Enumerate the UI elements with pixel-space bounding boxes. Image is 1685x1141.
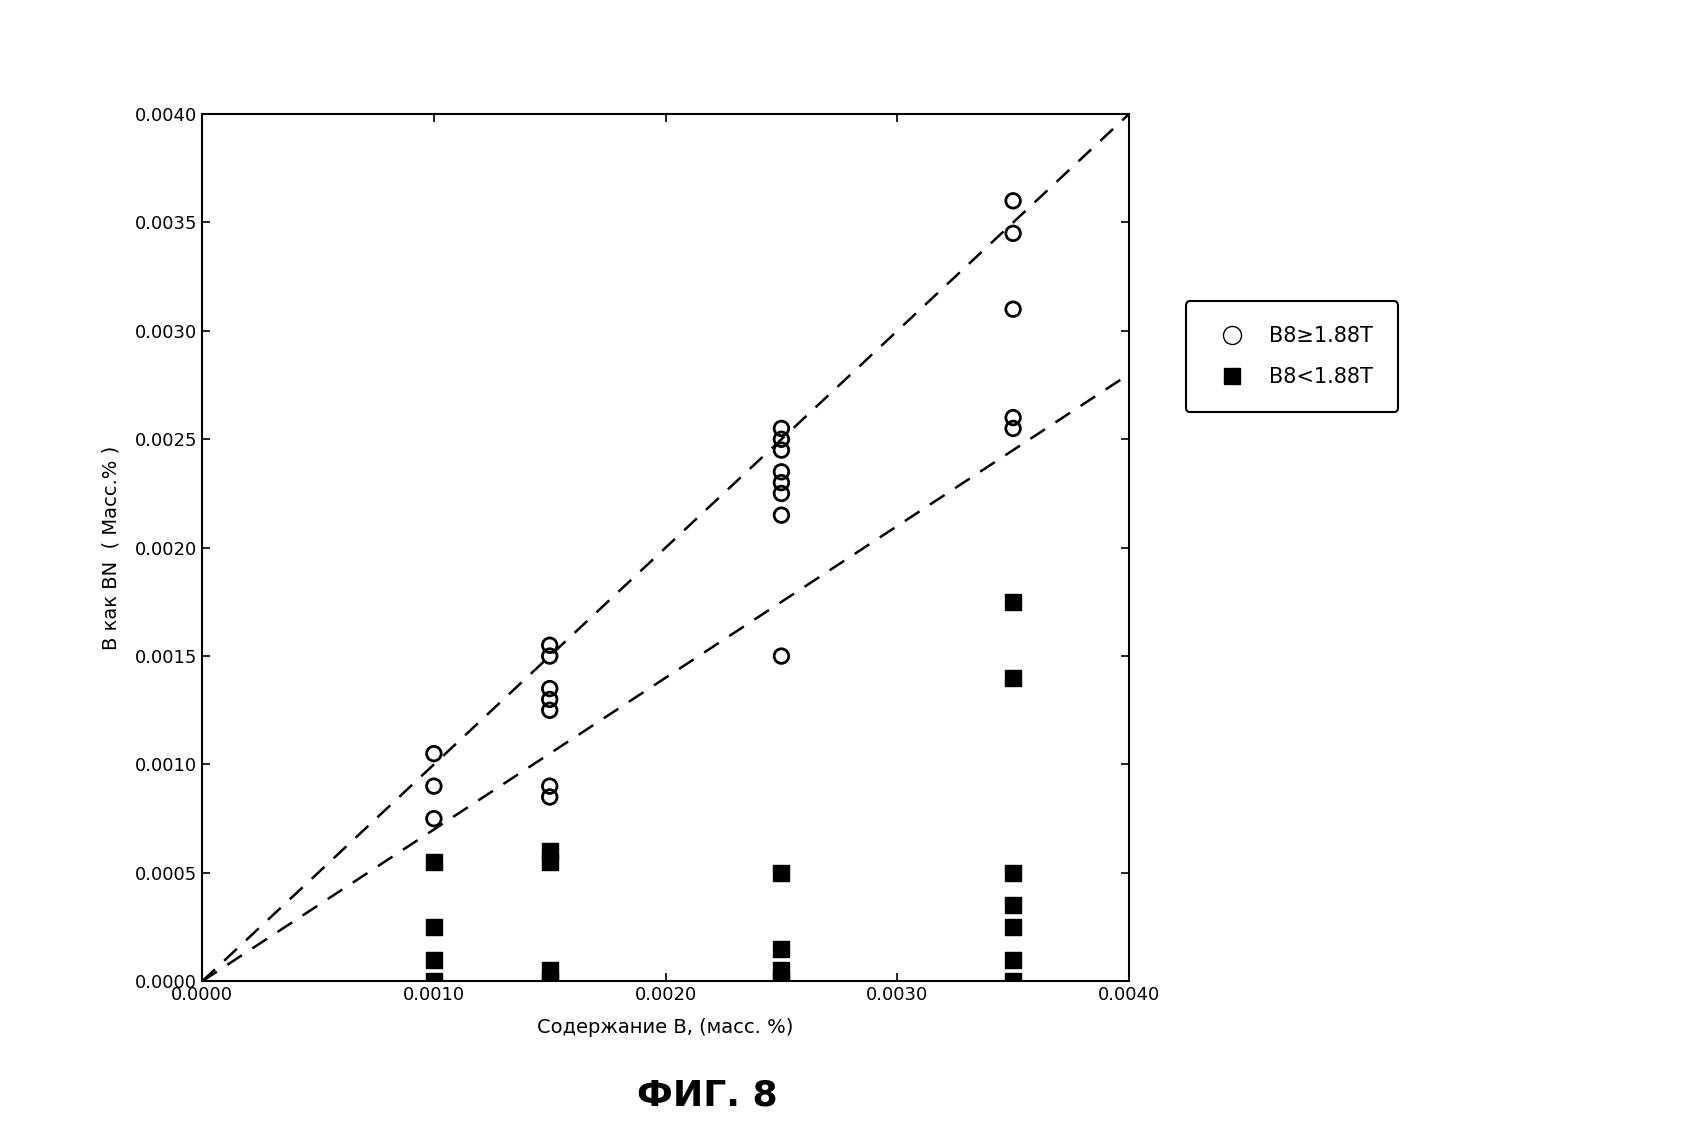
Point <box>999 192 1026 210</box>
Point <box>999 300 1026 318</box>
Point <box>768 440 795 459</box>
Point <box>536 777 563 795</box>
Point <box>768 647 795 665</box>
Point <box>536 647 563 665</box>
Point <box>999 592 1026 610</box>
Point <box>999 224 1026 242</box>
Point <box>768 939 795 957</box>
Point <box>768 463 795 482</box>
Point <box>768 484 795 502</box>
Point <box>999 419 1026 437</box>
Point <box>768 505 795 524</box>
Point <box>536 679 563 697</box>
Point <box>999 864 1026 882</box>
Text: ФИГ. 8: ФИГ. 8 <box>637 1078 778 1112</box>
Point <box>420 810 447 828</box>
Point <box>536 842 563 860</box>
Y-axis label: B как BN  ( Масс.% ): B как BN ( Масс.% ) <box>103 445 121 650</box>
Point <box>420 744 447 762</box>
Point <box>768 430 795 448</box>
Point <box>420 917 447 936</box>
Point <box>420 972 447 990</box>
Point <box>536 853 563 872</box>
Point <box>536 787 563 806</box>
Point <box>536 961 563 979</box>
Point <box>999 897 1026 915</box>
Point <box>999 972 1026 990</box>
Point <box>420 950 447 969</box>
Point <box>999 408 1026 427</box>
Point <box>768 972 795 990</box>
Point <box>420 777 447 795</box>
Point <box>768 474 795 492</box>
Point <box>536 636 563 654</box>
Point <box>536 701 563 719</box>
Point <box>768 419 795 437</box>
Point <box>420 853 447 872</box>
Legend: B8≥1.88T, B8<1.88T: B8≥1.88T, B8<1.88T <box>1186 301 1399 412</box>
Point <box>999 669 1026 687</box>
Point <box>999 917 1026 936</box>
Point <box>768 961 795 979</box>
Point <box>536 972 563 990</box>
X-axis label: Содержание B, (масс. %): Содержание B, (масс. %) <box>538 1018 794 1037</box>
Point <box>999 950 1026 969</box>
Point <box>536 690 563 709</box>
Point <box>768 864 795 882</box>
